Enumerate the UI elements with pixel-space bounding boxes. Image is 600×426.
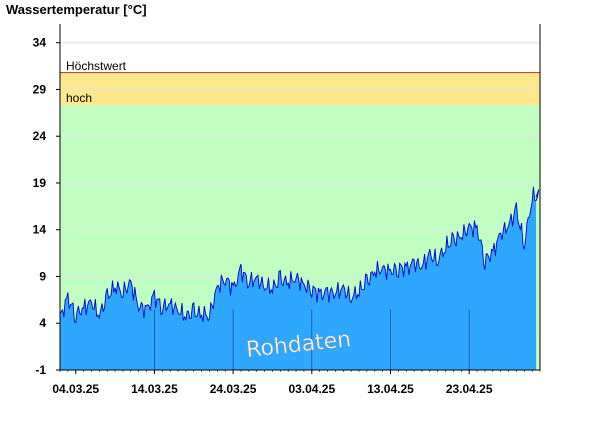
y-axis-label: Wassertemperatur [°C] [6, 2, 147, 17]
series-line [59, 186, 540, 324]
y-tick-label: 24 [33, 129, 47, 143]
axes [56, 24, 541, 374]
band-label-hoechstwert: Höchstwert [66, 59, 127, 73]
date-marker-lines [154, 309, 470, 370]
y-tick-label: 34 [33, 36, 47, 50]
y-tick-label: 29 [33, 82, 47, 96]
y-tick-labels: -1 4 9 14 19 24 29 34 [33, 36, 47, 377]
y-tick-label: 14 [33, 223, 47, 237]
x-tick-label: 03.04.25 [288, 382, 335, 396]
series-area-fill [60, 186, 539, 370]
y-tick-label: 9 [39, 269, 46, 283]
series-area [59, 186, 540, 370]
x-tick-label: 13.04.25 [367, 382, 414, 396]
band-label-hoch: hoch [66, 91, 92, 105]
y-tick-label: 19 [33, 176, 47, 190]
x-tick-label: 14.03.25 [131, 382, 178, 396]
y-tick-label: 4 [39, 316, 46, 330]
x-tick-label: 23.04.25 [446, 382, 493, 396]
x-tick-label: 04.03.25 [52, 382, 99, 396]
y-tick-label: -1 [35, 363, 46, 377]
x-tick-labels: 04.03.25 14.03.25 24.03.25 03.04.25 13.04.25… [52, 382, 492, 396]
x-tick-label: 24.03.25 [210, 382, 257, 396]
